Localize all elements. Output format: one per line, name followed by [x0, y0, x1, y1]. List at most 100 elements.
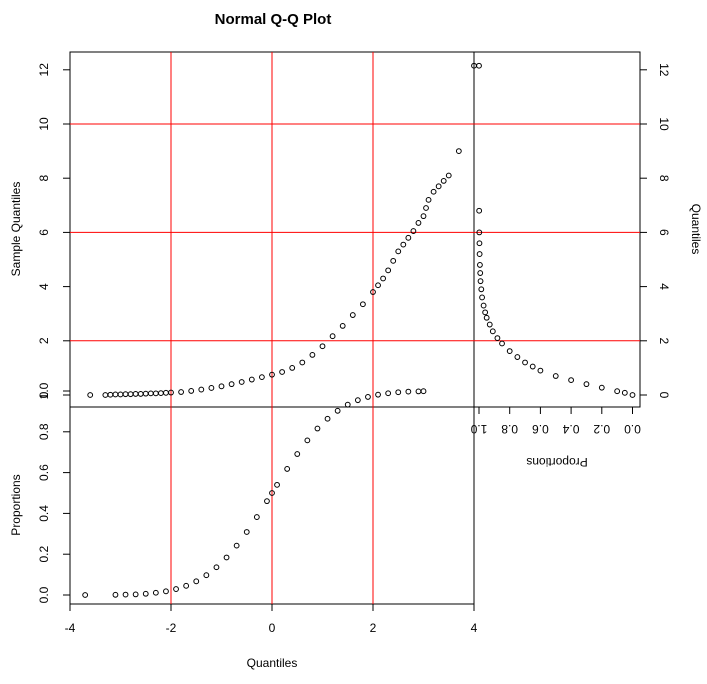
cdf-y-tick-label: 0.0	[37, 586, 51, 603]
rotated-point	[476, 240, 483, 247]
rotated-y-tick-label: 6	[657, 229, 671, 236]
cdf-y-tick-label: 1.0	[37, 382, 51, 399]
cdf-point	[344, 401, 351, 408]
rotated-point	[529, 363, 536, 370]
qq-point	[339, 322, 346, 329]
reference-lines	[70, 52, 640, 604]
qq-panel-ylabel: Sample Quantiles	[9, 182, 23, 277]
qq-point	[380, 275, 387, 282]
rotated-point	[583, 381, 590, 388]
cdf-point	[274, 481, 280, 488]
rotated-x-tick-label: 0.2	[593, 422, 610, 436]
qq-point	[142, 390, 149, 397]
cdf-point	[203, 572, 210, 579]
cdf-point	[304, 437, 311, 444]
qq-point	[198, 386, 205, 393]
qq-point	[112, 391, 119, 398]
rotated-point	[598, 384, 605, 391]
cdf-point	[132, 591, 139, 598]
rotated-panel-ylabel: Quantiles	[689, 204, 703, 255]
rotated-point	[476, 207, 483, 214]
qq-point	[309, 351, 316, 358]
qq-point	[117, 391, 124, 398]
qq-point	[405, 234, 412, 241]
qq-point	[440, 178, 447, 184]
rotated-point	[477, 262, 483, 268]
rotated-x-tick-label: 1.0	[470, 422, 487, 436]
cdf-point	[314, 425, 321, 432]
cdf-point	[253, 514, 260, 520]
qq-point	[445, 172, 452, 179]
rotated-point	[537, 367, 544, 374]
qq-point	[248, 376, 255, 383]
rotated-panel-xlabel: Proportions	[526, 455, 587, 469]
rotated-point	[522, 359, 528, 366]
qq-y-tick-label: 12	[37, 63, 51, 77]
rotated-point	[480, 302, 487, 309]
cdf-point	[173, 586, 179, 592]
rotated-point	[482, 309, 489, 316]
axis-ticks: 0 2 4 6 8 10 12 0.0 0.2 0.4 0.6 0.8 1.0 -4 -2 0 2 4 0 2 4 6 8 1…	[37, 63, 671, 635]
qq-y-tick-label: 0	[37, 391, 51, 398]
qq-point	[208, 385, 215, 391]
rotated-y-tick-label: 2	[657, 337, 671, 344]
rotated-y-tick-label: 0	[657, 392, 671, 399]
cdf-point	[193, 578, 200, 585]
cdf-point	[395, 389, 402, 396]
qq-point	[420, 213, 427, 220]
rotated-x-tick-label: 0.0	[624, 422, 641, 436]
qq-point	[289, 365, 296, 371]
qq-point	[127, 391, 134, 398]
qq-point	[107, 391, 114, 398]
qq-point	[299, 359, 306, 366]
rotated-point	[552, 373, 559, 379]
rotated-point	[614, 388, 621, 395]
cdf-point	[112, 591, 119, 598]
cdf-point	[354, 397, 361, 404]
cdf-x-tick-label: 4	[471, 621, 478, 635]
rotated-point	[476, 251, 483, 257]
cdf-panel-xlabel: Quantiles	[247, 656, 298, 670]
qq-point	[102, 392, 109, 398]
cdf-point	[183, 582, 190, 589]
qq-point	[390, 257, 397, 264]
cdf-point	[122, 591, 129, 598]
qq-y-tick-label: 10	[37, 117, 51, 131]
qq-point	[385, 267, 392, 274]
qq-point	[132, 391, 139, 397]
rotated-x-tick-label: 0.6	[532, 422, 549, 436]
cdf-y-tick-label: 0.8	[37, 423, 51, 440]
cdf-point	[243, 529, 250, 535]
rotated-point	[477, 278, 484, 285]
cdf-point	[152, 589, 159, 596]
cdf-x-tick-label: -4	[65, 621, 76, 635]
qq-point	[455, 148, 462, 155]
qq-point	[400, 241, 407, 248]
rotated-x-tick-label: 0.8	[501, 422, 518, 436]
rotated-panel-frame	[473, 51, 641, 408]
rotated-point	[506, 348, 513, 354]
qq-point	[279, 369, 286, 375]
qq-point	[168, 389, 174, 396]
qq-point	[349, 312, 356, 318]
qq-y-tick-label: 8	[37, 175, 51, 182]
qq-y-tick-label: 4	[37, 283, 51, 290]
rotated-x-tick-label: 0.4	[562, 422, 579, 436]
qq-point	[178, 389, 185, 395]
cdf-point	[233, 542, 240, 549]
qq-point	[410, 228, 417, 234]
rotated-point	[486, 321, 493, 328]
rotated-point	[476, 62, 482, 69]
cdf-point	[420, 388, 427, 395]
cdf-point	[284, 466, 291, 472]
qq-y-tick-label: 2	[37, 337, 51, 344]
cdf-point	[163, 588, 169, 595]
qq-point	[430, 188, 437, 195]
rotated-point	[494, 335, 501, 341]
rotated-point	[478, 286, 485, 293]
cdf-point	[142, 590, 149, 597]
rotated-point	[477, 270, 484, 276]
qq-point	[188, 388, 195, 394]
qq-point	[147, 390, 154, 397]
